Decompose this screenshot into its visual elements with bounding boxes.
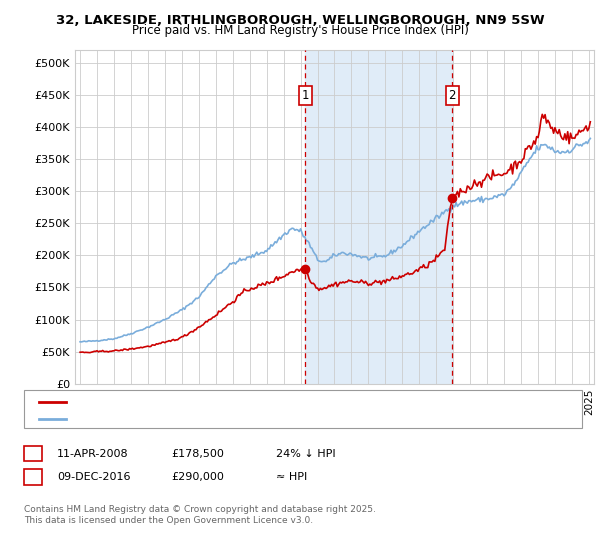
Text: Price paid vs. HM Land Registry's House Price Index (HPI): Price paid vs. HM Land Registry's House … [131,24,469,37]
Text: ≈ HPI: ≈ HPI [276,472,307,482]
Text: 2: 2 [29,470,37,484]
Text: 1: 1 [302,88,309,102]
Text: 11-APR-2008: 11-APR-2008 [57,449,128,459]
Text: 1: 1 [29,447,37,460]
Text: £178,500: £178,500 [171,449,224,459]
Bar [305,50,452,384]
Text: £290,000: £290,000 [171,472,224,482]
Text: 09-DEC-2016: 09-DEC-2016 [57,472,131,482]
Text: 24% ↓ HPI: 24% ↓ HPI [276,449,335,459]
Text: 32, LAKESIDE, IRTHLINGBOROUGH, WELLINGBOROUGH, NN9 5SW: 32, LAKESIDE, IRTHLINGBOROUGH, WELLINGBO… [56,14,544,27]
Text: 2: 2 [448,88,456,102]
Text: HPI: Average price, detached house, North Northamptonshire: HPI: Average price, detached house, Nort… [71,414,371,424]
Text: Contains HM Land Registry data © Crown copyright and database right 2025.
This d: Contains HM Land Registry data © Crown c… [24,505,376,525]
Text: 32, LAKESIDE, IRTHLINGBOROUGH, WELLINGBOROUGH, NN9 5SW (detached house): 32, LAKESIDE, IRTHLINGBOROUGH, WELLINGBO… [71,396,482,407]
